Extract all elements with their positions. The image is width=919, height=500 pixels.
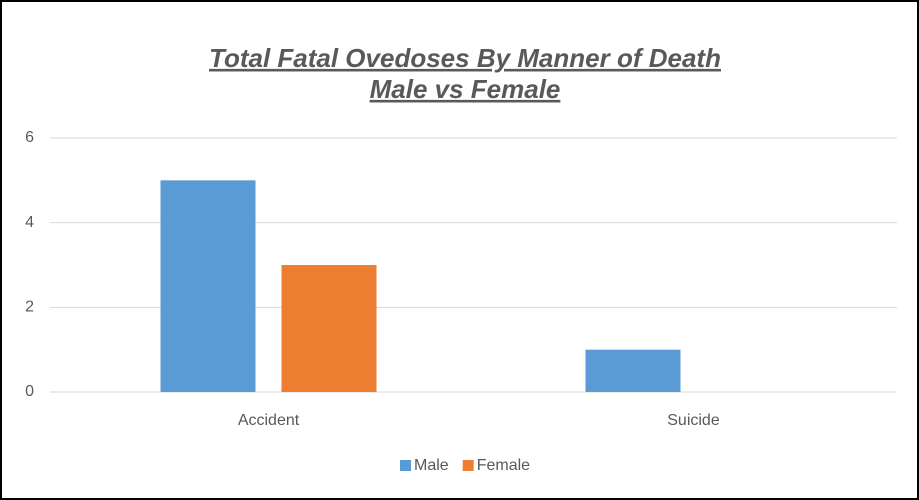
legend-label: Female (477, 457, 530, 474)
chart-title: Total Fatal Ovedoses By Manner of Death (209, 43, 721, 73)
chart-title: Male vs Female (370, 74, 561, 104)
bar (585, 349, 681, 392)
legend-swatch (462, 460, 474, 471)
y-tick-label: 0 (25, 383, 34, 400)
y-tick-label: 4 (25, 214, 34, 231)
x-tick-label: Suicide (667, 412, 720, 429)
y-tick-label: 2 (25, 299, 34, 316)
bar (160, 180, 256, 392)
bar (281, 265, 377, 392)
x-tick-label: Accident (238, 412, 300, 429)
y-tick-label: 6 (25, 129, 34, 146)
legend-label: Male (414, 457, 449, 474)
legend-swatch (400, 460, 411, 471)
